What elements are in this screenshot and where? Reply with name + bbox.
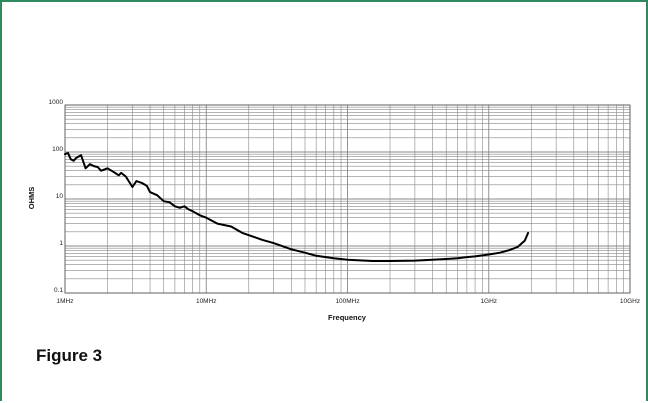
y-axis-label: OHMS bbox=[27, 187, 36, 210]
x-tick-label: 100MHz bbox=[335, 298, 359, 305]
impedance-series-line bbox=[64, 152, 530, 262]
y-tick-label: 1000 bbox=[49, 99, 64, 106]
x-tick-label: 10MHz bbox=[196, 298, 217, 305]
x-tick-label: 1MHz bbox=[57, 298, 74, 305]
tick-labels: 1MHz 10MHz 100MHz 1GHz 10GHz 0.1 1 10 100 1000 bbox=[49, 99, 641, 305]
y-tick-label: 10 bbox=[56, 193, 64, 200]
series bbox=[64, 152, 530, 262]
axis-labels: Frequency OHMS bbox=[27, 187, 367, 322]
y-tick-label: 100 bbox=[52, 146, 63, 153]
x-tick-label: 1GHz bbox=[480, 298, 497, 305]
x-axis-label: Frequency bbox=[328, 313, 367, 322]
figure-caption: Figure 3 bbox=[36, 346, 103, 365]
x-tick-label: 10GHz bbox=[620, 298, 640, 305]
grid bbox=[64, 104, 631, 294]
y-tick-label: 0.1 bbox=[54, 287, 63, 294]
plot-area-border bbox=[64, 104, 631, 294]
y-tick-label: 1 bbox=[59, 240, 63, 247]
